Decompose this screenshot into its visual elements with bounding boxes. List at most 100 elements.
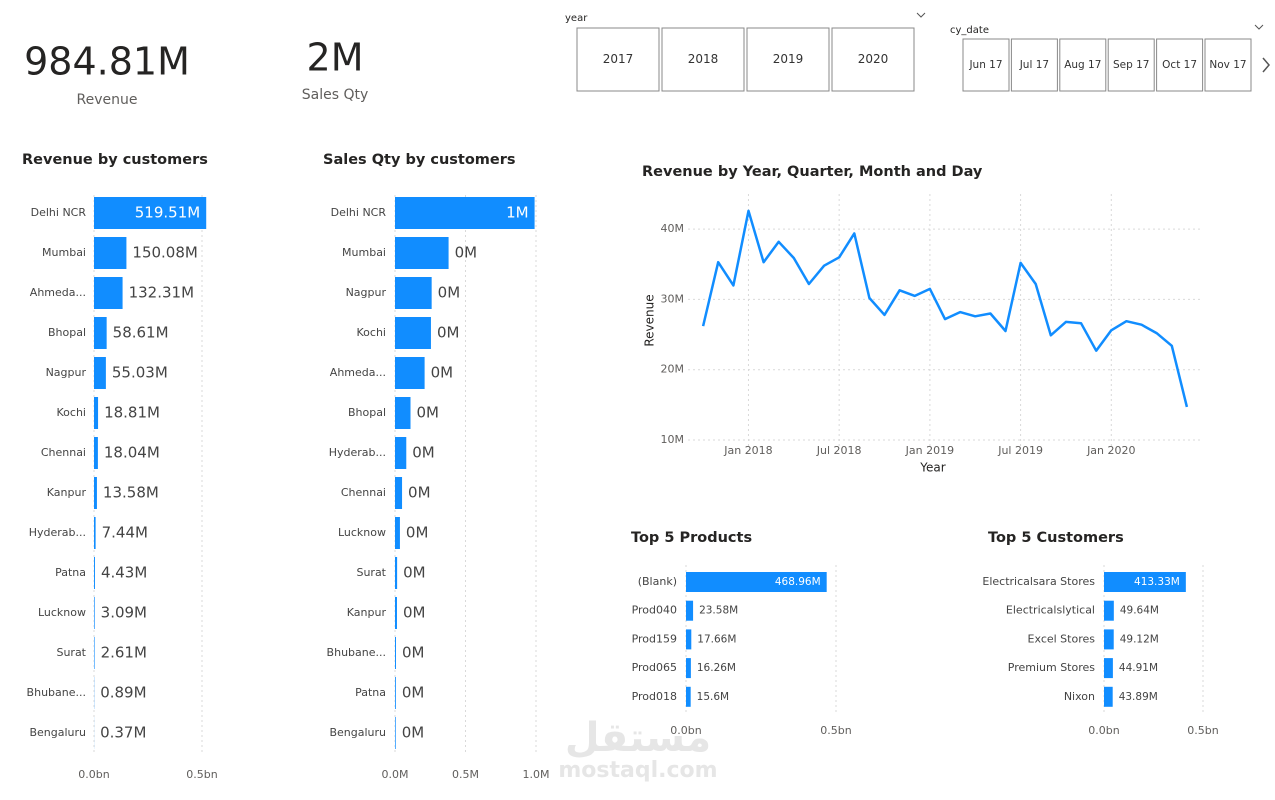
value-label: 413.33M xyxy=(1134,576,1180,588)
slicer-title: cy_date xyxy=(950,25,989,36)
chart-title: Sales Qty by customers xyxy=(323,152,516,168)
y-tick-label: 30M xyxy=(661,292,685,305)
bar xyxy=(395,517,400,549)
bar xyxy=(395,397,411,429)
category-label: Excel Stores xyxy=(1028,632,1096,645)
bar xyxy=(94,277,123,309)
bar xyxy=(686,686,691,707)
x-tick-label: 0.0bn xyxy=(78,768,109,781)
value-label: 0M xyxy=(403,604,426,622)
value-label: 0M xyxy=(431,364,454,382)
slicer-chevron[interactable] xyxy=(916,12,926,18)
bar xyxy=(395,277,432,309)
value-label: 0M xyxy=(406,524,429,542)
slicer-item: Aug 17 xyxy=(1064,59,1101,71)
category-label: Prod159 xyxy=(632,632,677,645)
slicer-item: Jun 17 xyxy=(968,59,1002,71)
category-label: Kochi xyxy=(57,406,86,419)
slicer-button[interactable] xyxy=(1204,38,1252,92)
value-label: 1M xyxy=(506,204,529,222)
bar xyxy=(395,437,407,469)
x-tick-label: 1.0M xyxy=(523,768,550,781)
category-label: Mumbai xyxy=(42,246,86,259)
slicer-item: 2020 xyxy=(858,52,889,66)
value-label: 55.03M xyxy=(112,364,168,382)
slicer-button[interactable] xyxy=(1107,38,1155,92)
category-label: Delhi NCR xyxy=(31,206,87,219)
category-label: Bhopal xyxy=(348,406,386,419)
value-label: 0.89M xyxy=(100,684,146,702)
value-label: 468.96M xyxy=(775,576,821,588)
category-label: Bengaluru xyxy=(329,726,386,739)
value-label: 0M xyxy=(408,484,431,502)
card-label: Revenue xyxy=(77,92,138,108)
value-label: 0M xyxy=(403,564,426,582)
value-label: 2.61M xyxy=(101,644,147,662)
bar xyxy=(94,557,95,589)
category-label: Kanpur xyxy=(47,486,87,499)
chart-title: Top 5 Customers xyxy=(988,530,1124,546)
value-label: 0M xyxy=(412,444,435,462)
value-label: 18.04M xyxy=(104,444,160,462)
bar xyxy=(94,237,127,269)
chart-title: Revenue by Year, Quarter, Month and Day xyxy=(642,164,983,180)
line xyxy=(701,209,1189,408)
scroll-arrow[interactable] xyxy=(1262,57,1270,73)
slicer-button[interactable] xyxy=(661,27,745,92)
category-label: Nagpur xyxy=(346,286,387,299)
bar xyxy=(395,597,397,629)
bar xyxy=(395,317,431,349)
slicer-button[interactable] xyxy=(1010,38,1058,92)
slicer-button[interactable] xyxy=(746,27,830,92)
bar xyxy=(94,477,97,509)
bar xyxy=(395,557,398,589)
y-tick-label: 10M xyxy=(661,433,685,446)
watermark: mostaql.com xyxy=(558,758,717,783)
bar xyxy=(94,637,95,669)
value-label: 49.12M xyxy=(1120,633,1159,645)
value-label: 49.64M xyxy=(1120,605,1159,617)
slicer-button[interactable] xyxy=(1156,38,1204,92)
bar xyxy=(686,572,827,592)
bar xyxy=(1104,572,1186,592)
category-label: Chennai xyxy=(341,486,386,499)
category-label: Electricalsara Stores xyxy=(982,575,1095,588)
bar xyxy=(395,477,403,509)
category-label: Bhopal xyxy=(48,326,86,339)
category-label: Hyderab... xyxy=(329,446,386,459)
bar xyxy=(686,600,694,621)
category-label: Kochi xyxy=(357,326,386,339)
value-label: 3.09M xyxy=(101,604,147,622)
slicer-button[interactable] xyxy=(831,27,915,92)
slicer-chevron[interactable] xyxy=(1254,24,1264,30)
bar xyxy=(1104,600,1114,621)
category-label: Bhubane... xyxy=(27,686,86,699)
slicer-button[interactable] xyxy=(1059,38,1107,92)
category-label: Ahmeda... xyxy=(330,366,386,379)
category-label: Patna xyxy=(55,566,86,579)
value-label: 58.61M xyxy=(113,324,169,342)
value-label: 13.58M xyxy=(103,484,159,502)
bar xyxy=(94,197,207,229)
bar xyxy=(94,397,99,429)
bar xyxy=(395,197,535,229)
slicer-button[interactable] xyxy=(576,27,660,92)
category-label: Bhubane... xyxy=(327,646,386,659)
category-label: Ahmeda... xyxy=(30,286,86,299)
value-label: 16.26M xyxy=(697,662,736,674)
bar xyxy=(1104,629,1114,650)
bar xyxy=(94,597,95,629)
y-tick-label: 40M xyxy=(661,222,685,235)
value-label: 150.08M xyxy=(132,244,197,262)
slicer-item: Sep 17 xyxy=(1113,59,1150,71)
category-label: Prod040 xyxy=(632,604,677,617)
slicer-button[interactable] xyxy=(962,38,1010,92)
value-label: 4.43M xyxy=(101,564,147,582)
value-label: 0M xyxy=(402,684,425,702)
x-tick-label: 0.0bn xyxy=(1088,724,1119,737)
value-label: 0M xyxy=(438,284,461,302)
x-tick-label: 0.5bn xyxy=(1187,724,1218,737)
value-label: 0M xyxy=(402,644,425,662)
x-axis-title: Year xyxy=(919,461,945,475)
category-label: Chennai xyxy=(41,446,86,459)
